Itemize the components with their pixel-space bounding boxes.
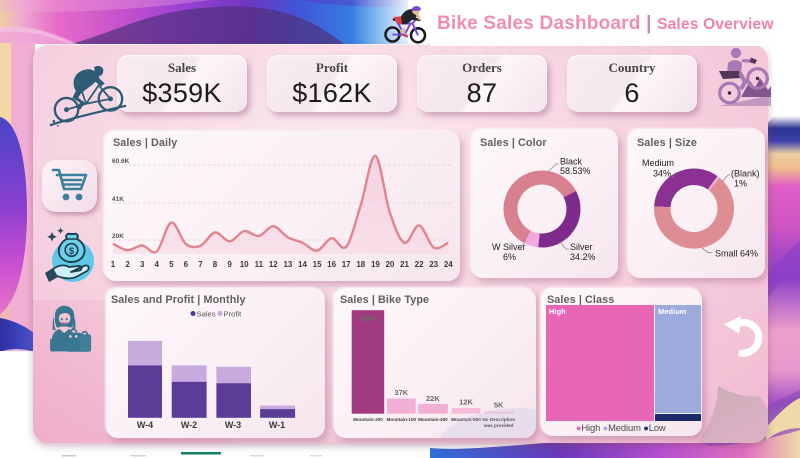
svg-text:22: 22 xyxy=(415,260,424,269)
svg-text:34%: 34% xyxy=(653,169,671,179)
svg-text:Medium: Medium xyxy=(642,158,674,168)
svg-text:W-1: W-1 xyxy=(269,420,285,430)
svg-text:12: 12 xyxy=(269,260,278,269)
svg-text:Black: Black xyxy=(560,157,583,167)
svg-text:No Description: No Description xyxy=(482,417,515,422)
svg-text:Mountain-200: Mountain-200 xyxy=(353,417,383,422)
svg-text:1: 1 xyxy=(111,260,116,269)
svg-text:$: $ xyxy=(69,246,75,257)
svg-text:18: 18 xyxy=(356,260,365,269)
svg-text:5K: 5K xyxy=(494,401,504,410)
svg-text:15: 15 xyxy=(313,260,322,269)
svg-text:4: 4 xyxy=(154,260,159,269)
svg-text:9: 9 xyxy=(227,260,232,269)
svg-text:6: 6 xyxy=(184,260,189,269)
svg-text:22K: 22K xyxy=(426,394,440,403)
svg-text:10: 10 xyxy=(240,260,249,269)
svg-text:Sales: Sales xyxy=(197,310,216,319)
svg-text:284K: 284K xyxy=(359,314,378,323)
svg-text:11: 11 xyxy=(255,260,264,269)
svg-text:Silver: Silver xyxy=(570,242,593,252)
svg-text:5: 5 xyxy=(169,260,174,269)
svg-text:Mountain-400: Mountain-400 xyxy=(418,417,448,422)
svg-text:23: 23 xyxy=(429,260,438,269)
svg-text:W Silver: W Silver xyxy=(492,242,526,252)
svg-text:34.2%: 34.2% xyxy=(570,252,596,262)
svg-text:41K: 41K xyxy=(112,196,124,203)
svg-text:60.6K: 60.6K xyxy=(112,158,130,165)
svg-text:1%: 1% xyxy=(734,179,747,189)
svg-text:W-3: W-3 xyxy=(225,420,241,430)
svg-text:17: 17 xyxy=(342,260,351,269)
svg-text:16: 16 xyxy=(327,260,336,269)
svg-text:Profit: Profit xyxy=(224,310,243,319)
svg-text:was provided: was provided xyxy=(483,423,514,428)
svg-text:W-2: W-2 xyxy=(181,420,197,430)
svg-text:24: 24 xyxy=(444,260,453,269)
svg-text:3: 3 xyxy=(140,260,145,269)
svg-text:58.53%: 58.53% xyxy=(560,166,591,176)
svg-text:6%: 6% xyxy=(503,252,516,262)
svg-text:12K: 12K xyxy=(459,398,473,407)
svg-text:Small 64%: Small 64% xyxy=(715,249,758,259)
svg-text:21: 21 xyxy=(400,260,409,269)
svg-text:19: 19 xyxy=(371,260,380,269)
svg-text:20: 20 xyxy=(385,260,394,269)
svg-text:7: 7 xyxy=(198,260,203,269)
svg-text:37K: 37K xyxy=(394,388,408,397)
svg-text:14: 14 xyxy=(298,260,307,269)
svg-text:Mountain-500: Mountain-500 xyxy=(451,417,481,422)
svg-text:8: 8 xyxy=(213,260,218,269)
svg-text:2: 2 xyxy=(125,260,130,269)
svg-text:Mountain-100: Mountain-100 xyxy=(386,417,416,422)
svg-text:W-4: W-4 xyxy=(137,420,153,430)
svg-text:20K: 20K xyxy=(112,233,124,240)
svg-text:(Blank): (Blank) xyxy=(731,169,760,179)
svg-text:13: 13 xyxy=(283,260,292,269)
